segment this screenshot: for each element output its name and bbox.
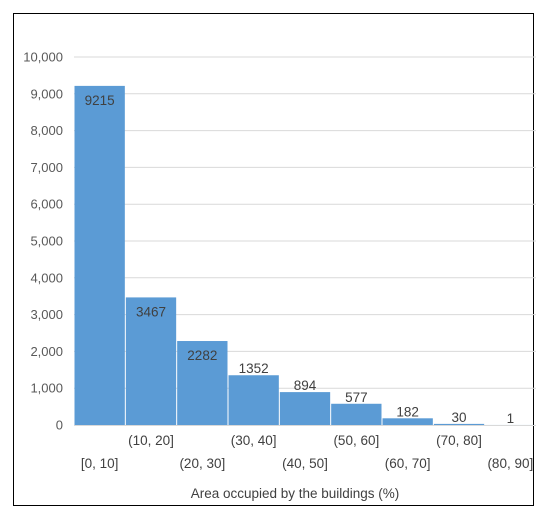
bar bbox=[382, 418, 433, 425]
bar bbox=[433, 423, 485, 425]
y-tick-label: 9,000 bbox=[30, 86, 63, 101]
y-tick-label: 10,000 bbox=[23, 50, 63, 65]
x-category-label: (70, 80] bbox=[436, 433, 482, 448]
bar bbox=[74, 85, 125, 425]
bar-data-label: 9215 bbox=[85, 93, 115, 108]
x-category-label: (30, 40] bbox=[231, 433, 277, 448]
bar bbox=[177, 341, 228, 425]
bar-data-label: 3467 bbox=[136, 304, 166, 319]
y-tick-label: 1,000 bbox=[30, 381, 63, 396]
y-tick-label: 2,000 bbox=[30, 344, 63, 359]
y-tick-label: 6,000 bbox=[30, 197, 63, 212]
x-category-label: [0, 10] bbox=[81, 456, 119, 471]
bar-data-label: 577 bbox=[345, 390, 368, 405]
bar bbox=[331, 403, 382, 425]
x-axis-title: Area occupied by the buildings (%) bbox=[191, 486, 400, 501]
bar-data-label: 30 bbox=[451, 410, 466, 425]
bar bbox=[279, 392, 331, 425]
y-tick-label: 4,000 bbox=[30, 270, 63, 285]
bar bbox=[228, 375, 279, 425]
x-category-label: (50, 60] bbox=[333, 433, 379, 448]
y-tick-label: 8,000 bbox=[30, 123, 63, 138]
x-category-label: (20, 30] bbox=[179, 456, 225, 471]
y-tick-label: 0 bbox=[56, 418, 63, 433]
x-category-label: (10, 20] bbox=[128, 433, 174, 448]
x-axis-category-labels: [0, 10] (10, 20] (20, 30] (30, 40] (40, 50] (… bbox=[81, 433, 533, 471]
x-category-label: (40, 50] bbox=[282, 456, 328, 471]
y-tick-label: 5,000 bbox=[30, 234, 63, 249]
bar-data-label: 2282 bbox=[187, 348, 217, 363]
x-category-label: (60, 70] bbox=[385, 456, 431, 471]
y-tick-label: 3,000 bbox=[30, 307, 63, 322]
y-axis-tick-labels: 0 1,000 2,000 3,000 4,000 5,000 6,000 7,000 8,00… bbox=[23, 50, 63, 433]
bar-data-labels: 9215 3467 2282 1352 894 577 182 30 1 bbox=[85, 93, 514, 426]
bars bbox=[74, 85, 536, 425]
x-category-label: (80, 90] bbox=[487, 456, 533, 471]
bar bbox=[125, 297, 177, 425]
bar-data-label: 894 bbox=[294, 378, 317, 393]
bar-data-label: 182 bbox=[396, 404, 419, 419]
bar-data-label: 1 bbox=[507, 411, 515, 426]
y-tick-label: 7,000 bbox=[30, 160, 63, 175]
bar-data-label: 1352 bbox=[239, 361, 269, 376]
